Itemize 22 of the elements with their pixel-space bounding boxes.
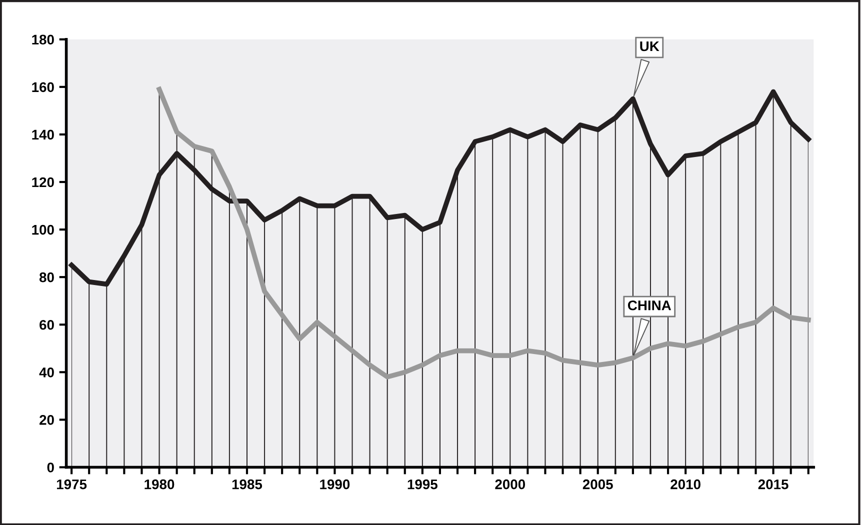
x-tick-label: 1985 [232, 479, 262, 490]
y-tick-label: 180 [32, 34, 54, 45]
x-tick-label: 2010 [670, 479, 700, 490]
x-tick-label: 1995 [408, 479, 438, 490]
y-tick-label: 140 [32, 130, 54, 140]
y-tick-label: 40 [39, 368, 54, 378]
y-tick-label: 20 [40, 415, 54, 425]
x-tick-label: 1980 [144, 479, 174, 490]
y-tick-label: 80 [39, 272, 54, 282]
x-tick-label: 1990 [320, 479, 350, 490]
y-tick-label: 120 [32, 177, 54, 188]
text: CHINA [628, 300, 672, 310]
x-tick-label: 2005 [582, 479, 613, 490]
y-tick-label: 160 [32, 82, 54, 92]
y-tick-label: 60 [40, 320, 54, 330]
x-tick-label: 2000 [495, 479, 526, 490]
line-series [156, 86, 811, 380]
y-tick-label: 100 [32, 224, 54, 235]
text: UK [640, 41, 660, 52]
x-tick-label: 1975 [56, 479, 87, 490]
x-tick-label: 2015 [758, 479, 788, 490]
y-tick-label: 0 [47, 462, 54, 472]
